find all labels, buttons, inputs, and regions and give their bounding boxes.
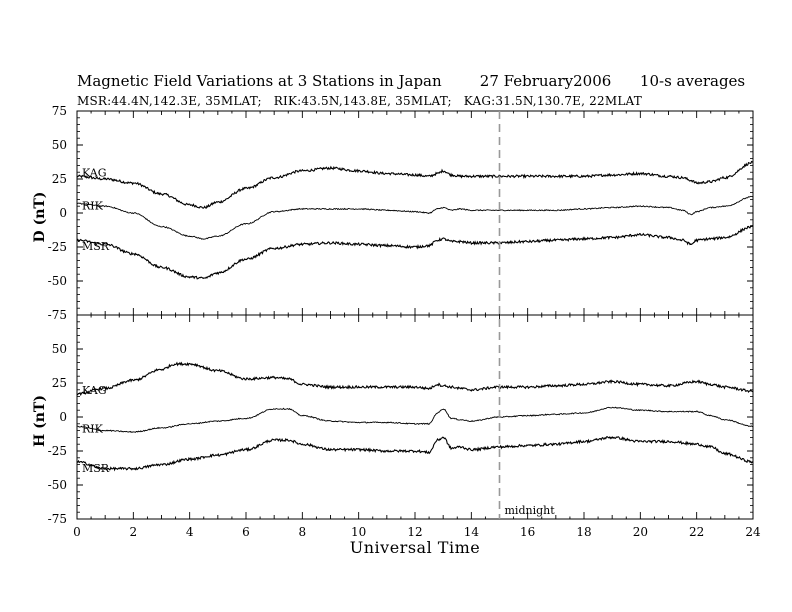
d-series-kag: [76, 160, 754, 209]
station-coordinates-subtitle: MSR:44.4N,142.3E, 35MLAT; RIK:43.5N,143.…: [77, 94, 642, 108]
h-y-axis-label: H (nT): [32, 395, 48, 447]
h-series-msr: [76, 436, 754, 472]
h-series-label-kag: KAG: [82, 384, 107, 397]
x-tick-label: 10: [351, 525, 366, 539]
d-y-axis-label: D (nT): [32, 192, 48, 243]
x-axis-label: Universal Time: [350, 538, 480, 557]
h-ytick-label: -50: [48, 478, 67, 492]
h-series-kag: [76, 361, 754, 397]
h-panel-frame: [76, 314, 754, 520]
d-ytick-label: -25: [48, 240, 67, 254]
x-tick-label: 4: [186, 525, 194, 539]
d-series-msr: [76, 224, 754, 280]
x-tick-label: 12: [407, 525, 422, 539]
x-tick-label: 14: [464, 525, 480, 539]
h-ytick-label: -75: [48, 512, 67, 526]
d-ytick-label: 75: [52, 104, 67, 118]
h-ytick-label: -25: [48, 444, 67, 458]
d-ytick-label: -75: [48, 308, 67, 322]
d-ytick-label: 50: [52, 138, 67, 152]
chart-title: Magnetic Field Variations at 3 Stations …: [77, 72, 746, 90]
h-series-label-rik: RIK: [82, 423, 104, 436]
d-ytick-label: -50: [48, 274, 67, 288]
x-tick-label: 20: [633, 525, 648, 539]
x-tick-label: 16: [520, 525, 535, 539]
h-series-rik: [76, 406, 754, 434]
x-tick-label: 0: [73, 525, 81, 539]
x-tick-label: 18: [576, 525, 591, 539]
d-series-label-kag: KAG: [82, 166, 107, 179]
h-series-label-msr: MSR: [82, 462, 110, 475]
x-tick-label: 2: [130, 525, 138, 539]
d-series-label-rik: RIK: [82, 199, 104, 212]
x-tick-label: 22: [689, 525, 704, 539]
d-ytick-label: 25: [52, 172, 67, 186]
d-series-label-msr: MSR: [82, 240, 110, 253]
overlay-layer: midnight: [498, 111, 556, 519]
d-series-rik: [76, 195, 754, 240]
d-component-panel: 75 50 25 0 -25 -50 -75 D (nT) KAG RIK MSR: [32, 104, 754, 322]
d-ytick-label: 0: [59, 206, 67, 220]
x-tick-label: 6: [242, 525, 250, 539]
h-ytick-label: 25: [52, 376, 67, 390]
h-ytick-label: 0: [59, 410, 67, 424]
x-tick-label: 8: [299, 525, 307, 539]
midnight-annotation: midnight: [505, 504, 556, 517]
h-ytick-label: 50: [52, 342, 67, 356]
d-panel-frame: [76, 110, 754, 316]
x-tick-label: 24: [745, 525, 761, 539]
